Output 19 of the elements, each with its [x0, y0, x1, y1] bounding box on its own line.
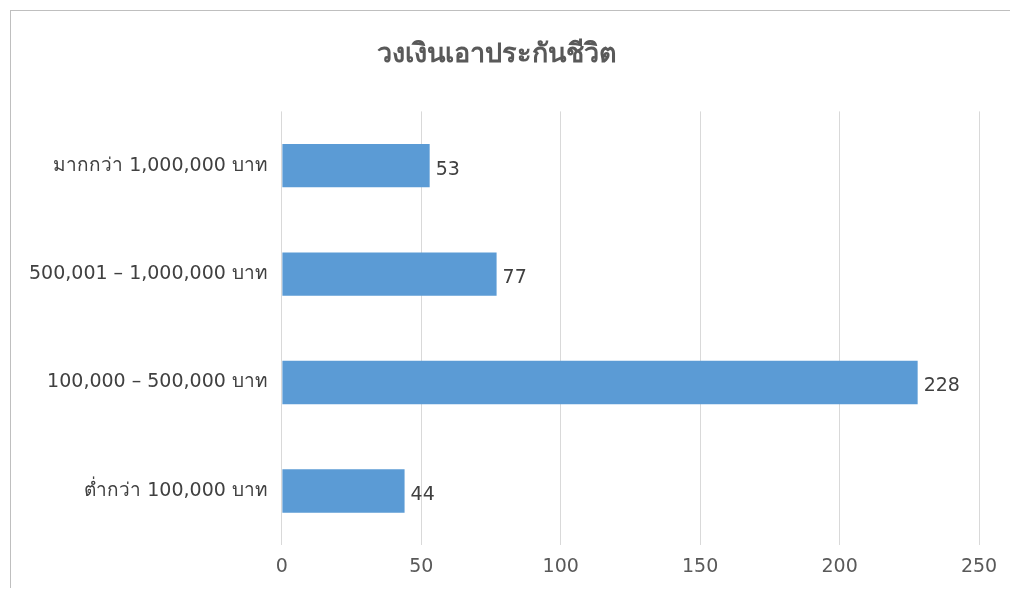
bar — [282, 252, 497, 296]
data-label: 228 — [923, 373, 960, 396]
data-label: 53 — [435, 156, 460, 179]
x-tick-label: 0 — [275, 553, 288, 576]
x-tick-label: 100 — [542, 553, 579, 576]
data-label: 44 — [410, 481, 435, 504]
data-label: 77 — [502, 265, 527, 288]
bar — [282, 360, 918, 405]
x-tick-label: 250 — [960, 553, 998, 576]
bar — [282, 469, 405, 513]
bar — [282, 143, 430, 188]
y-tick-label: 100,000 – 500,000 บาท — [47, 369, 268, 392]
y-tick-label: ต่ำกว่า 100,000 บาท — [84, 475, 268, 500]
chart-title: วงเงินเอาประกันชีวิต — [377, 37, 617, 69]
x-tick-label: 50 — [409, 553, 434, 576]
x-tick-label: 150 — [682, 553, 719, 576]
y-tick-label: มากกว่า 1,000,000 บาท — [53, 152, 268, 175]
x-tick-label: 200 — [821, 553, 858, 576]
y-tick-label: 500,001 – 1,000,000 บาท — [29, 261, 268, 284]
